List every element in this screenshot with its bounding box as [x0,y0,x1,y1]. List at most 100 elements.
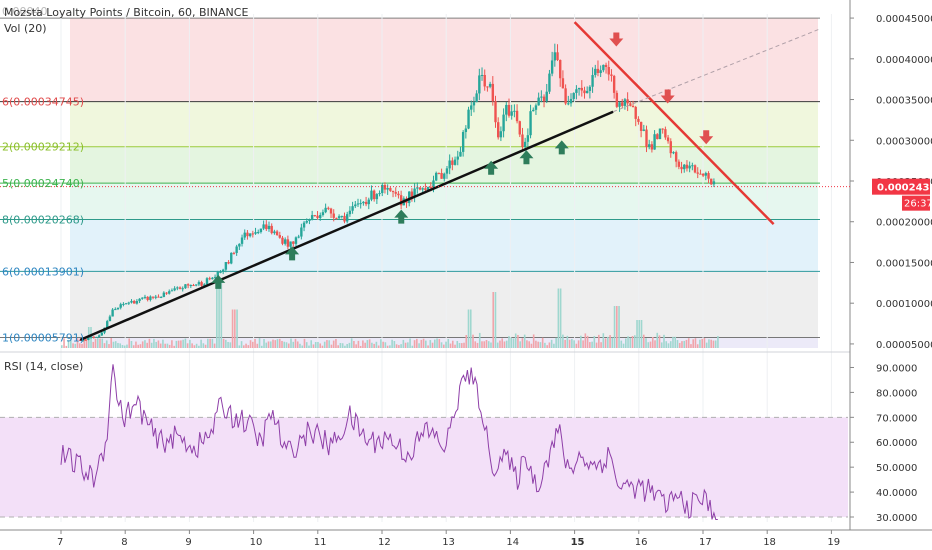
candle-body [127,302,130,304]
price-tick-label: 0.00030000 [876,136,932,147]
candle-body [448,160,451,169]
candle-body [324,207,327,213]
candle-body [494,101,497,123]
candle-body [658,128,662,140]
candle-body [235,246,238,253]
volume-bar [69,338,72,348]
volume-bar [566,335,569,348]
current-price-tag [872,178,930,195]
candle-body [599,70,602,74]
volume-bar [182,339,184,348]
volume-bar [348,342,351,348]
volume-bar [539,342,542,348]
volume-bar [312,344,315,348]
candle-body [550,60,554,74]
candle-body [141,297,144,299]
candle-body [106,321,109,328]
candle-body [294,237,298,244]
rsi-tick-label: 30.0000 [876,513,917,524]
candle-body [162,292,166,297]
candle-body [281,237,284,244]
buy-arrow-icon [211,274,226,289]
volume-bar [420,339,423,348]
candle-body [413,188,416,198]
volume-bar [699,339,701,348]
candle-body [691,165,694,167]
fib-level-label: 2(0.00029212) [2,141,84,154]
volume-bar [135,341,137,348]
candle-body [165,292,168,294]
candle-body [248,233,252,237]
candle-body [176,287,179,289]
volume-bar [332,340,335,348]
rsi-tick-label: 80.0000 [876,388,917,399]
candle-body [569,98,573,104]
volume-bar [694,338,697,348]
volume-bar [287,343,290,348]
volume-bar [337,345,339,348]
candle-body [408,191,411,204]
volume-bar [218,281,220,348]
time-tick-label: 17 [699,537,712,548]
volume-bar [61,345,63,348]
volume-bar [705,342,708,348]
volume-bar [319,343,322,348]
candle-body [564,88,567,104]
candle-body [526,135,530,142]
volume-bar [76,338,79,348]
volume-bar [96,338,99,348]
volume-bar [285,342,288,348]
volume-bar [521,338,524,348]
volume-bar [301,345,304,348]
volume-bar [389,345,391,348]
rsi-tick-label: 90.0000 [876,363,917,374]
volume-bar [431,342,434,348]
candle-body [351,206,354,211]
volume-bar [467,309,470,348]
candle-body [181,288,184,290]
candle-body [240,237,244,244]
volume-bar [447,338,450,348]
volume-bar [577,340,580,348]
candle-body [219,271,222,273]
volume-bar [469,309,472,348]
candle-body [238,243,241,247]
candle-body [464,128,468,133]
trendline-extension [612,29,819,113]
candle-body [168,291,171,294]
candle-body [381,184,384,194]
volume-bar [416,338,418,348]
candle-body [567,103,570,105]
volume-bar [137,344,139,348]
candle-body [203,284,206,286]
candle-body [583,90,586,94]
volume-bar [530,343,533,348]
candle-body [545,91,548,101]
volume-bar [629,337,632,348]
fib-level-label: 1(0.00005791) [2,331,84,344]
volume-bar [575,343,578,348]
candle-body [585,90,589,94]
candle-body [666,137,670,142]
candle-body [154,296,157,298]
volume-bar [456,340,459,348]
volume-bar [341,343,344,348]
buy-arrow-icon [519,150,534,165]
volume-bar [335,338,337,348]
volume-bar [517,334,519,348]
candle-body [186,284,190,286]
volume-bar [404,342,407,348]
candle-body [648,144,651,148]
candle-body [542,96,546,101]
volume-bar [492,292,495,348]
volume-bar [175,340,178,348]
candle-body [604,64,608,67]
volume-bar [101,338,104,348]
candle-body [701,173,705,176]
candle-body [273,231,276,234]
candle-body [232,252,236,254]
candle-body [472,102,476,106]
volume-bar [281,340,283,348]
candle-body [497,122,500,138]
